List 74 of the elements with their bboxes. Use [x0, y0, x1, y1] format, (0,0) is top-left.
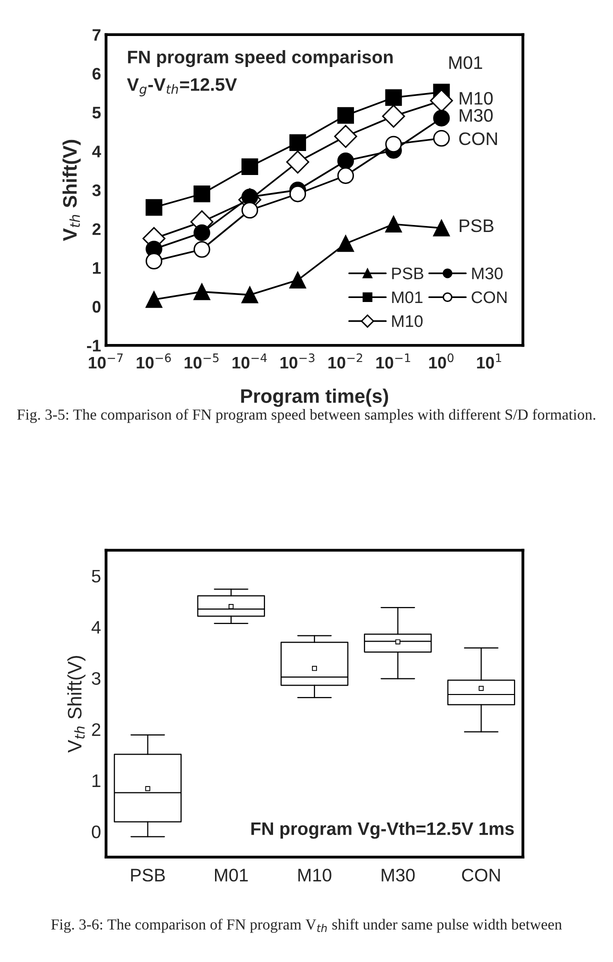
y-tick-label: 4 — [92, 621, 101, 634]
x-tick-label: PSB — [131, 868, 165, 882]
y-tick-label: 2 — [92, 223, 101, 235]
x-tick-label: M01 — [215, 868, 248, 882]
y-tick-label: -1 — [87, 340, 101, 352]
point — [241, 158, 258, 176]
x-tick-label: 10$^{−7}$ — [88, 354, 123, 369]
annotation: M10 — [460, 92, 493, 105]
y-tick-label: 1 — [92, 774, 100, 787]
point — [430, 89, 453, 112]
y-axis-title: V$_{th}$ Shift(V) — [62, 140, 81, 241]
point — [385, 89, 402, 106]
annotation: M01 — [449, 56, 482, 69]
x-tick-label: M10 — [298, 868, 332, 882]
point — [334, 124, 358, 148]
point — [289, 272, 306, 288]
y-tick-label: 1 — [92, 262, 101, 274]
x-tick-label: CON — [462, 868, 500, 882]
point — [433, 220, 450, 236]
point — [382, 104, 406, 128]
x-tick-label: 10$^{1}$ — [477, 354, 502, 369]
point — [241, 286, 258, 304]
legend-label: M01 — [392, 291, 422, 304]
annotation: CON — [459, 132, 497, 146]
point — [385, 216, 402, 233]
x-tick-label: 10$^{0}$ — [429, 353, 454, 369]
y-tick-label: 2 — [92, 723, 100, 736]
y-tick-label: 5 — [92, 106, 101, 119]
y-tick-label: 5 — [92, 570, 100, 583]
point — [337, 167, 354, 184]
point — [337, 107, 354, 124]
y-tick-label: 0 — [92, 300, 101, 313]
text: FN program Vg-Vth=12.5V 1ms — [251, 822, 514, 839]
x-tick-label: 10$^{−1}$ — [376, 354, 410, 369]
x-tick-label: M30 — [382, 868, 415, 882]
x-tick-label: 10$^{−2}$ — [328, 353, 362, 369]
point — [433, 110, 450, 126]
legend-label: PSB — [392, 268, 424, 280]
x-axis-title: Program time(s) — [241, 388, 388, 407]
point — [194, 283, 210, 300]
y-tick-label: 3 — [92, 672, 100, 685]
legend-label: CON — [472, 291, 507, 304]
annotation: M30 — [460, 109, 493, 122]
y-tick-label: 3 — [92, 184, 101, 196]
y-tick-label: 6 — [92, 68, 101, 80]
legend-label: M10 — [392, 315, 423, 328]
text: FN program speed comparison — [128, 50, 393, 68]
annotation: PSB — [460, 219, 494, 232]
point — [146, 252, 162, 270]
point — [385, 136, 402, 152]
caption: Fig. 3-5: The comparison of FN program speed between samples with different S/D formation. — [17, 408, 596, 423]
point — [337, 152, 354, 170]
point — [289, 186, 306, 202]
point — [146, 291, 162, 308]
point — [194, 186, 210, 202]
x-tick-label: 10$^{−6}$ — [136, 353, 171, 369]
y-axis-title: V$_{th}$ Shift(V) — [67, 656, 86, 753]
point — [433, 130, 450, 147]
x-tick-label: 10$^{−5}$ — [184, 354, 219, 369]
point — [194, 224, 210, 242]
y-tick-label: 0 — [92, 826, 100, 838]
point — [289, 134, 306, 151]
text: V$_{g}$-V$_{th}$=12.5V — [127, 78, 237, 96]
y-tick-label: 4 — [92, 146, 102, 158]
x-tick-label: 10$^{−3}$ — [280, 353, 314, 369]
point — [286, 150, 310, 174]
x-tick-label: 10$^{−4}$ — [232, 354, 267, 369]
point — [194, 241, 210, 258]
point — [146, 199, 162, 216]
legend-label: M30 — [472, 268, 503, 280]
caption: Fig. 3-6: The comparison of FN program V$_{th}$ shift under same pulse width between — [51, 918, 562, 933]
point — [337, 235, 354, 252]
y-tick-label: 7 — [92, 29, 100, 41]
point — [241, 202, 258, 219]
